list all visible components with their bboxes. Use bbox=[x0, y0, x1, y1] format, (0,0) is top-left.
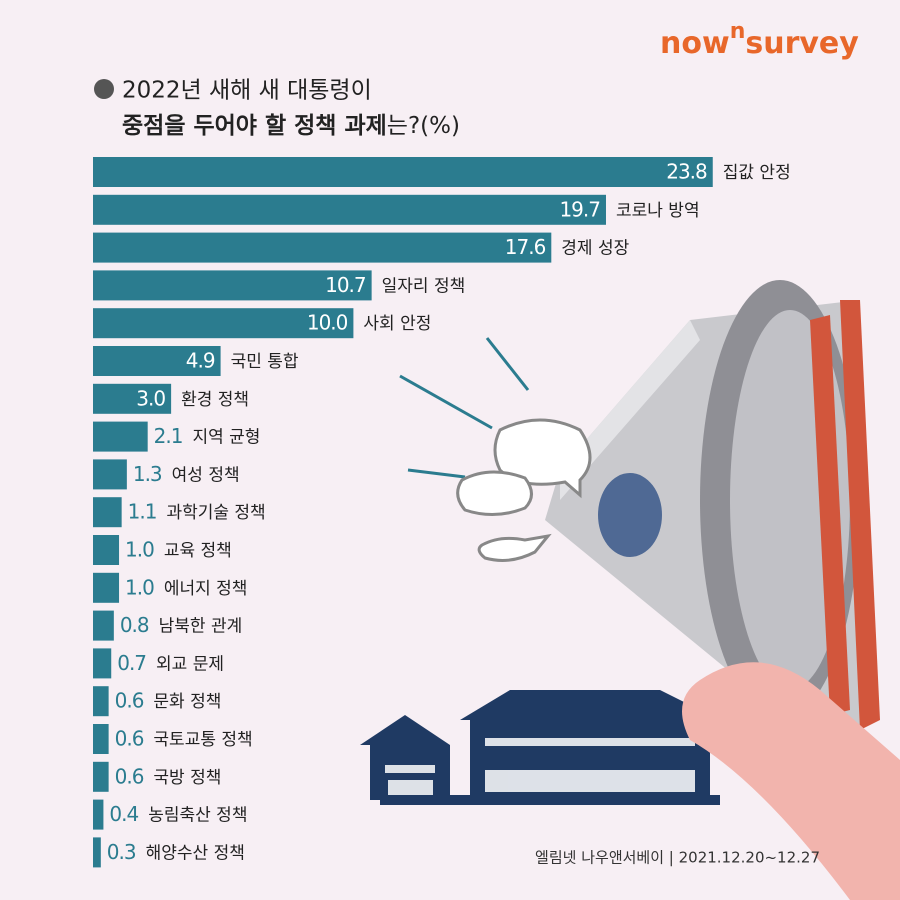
category-label: 환경 정책 bbox=[181, 390, 249, 410]
category-label: 일자리 정책 bbox=[382, 276, 466, 296]
logo-part: now bbox=[660, 26, 730, 61]
value-label: 19.7 bbox=[559, 197, 600, 221]
title-bold: 중점을 두어야 할 정책 과제 bbox=[122, 113, 387, 139]
bar bbox=[93, 799, 104, 830]
value-label: 1.3 bbox=[133, 462, 162, 486]
value-label: 1.0 bbox=[125, 575, 154, 599]
value-label: 1.1 bbox=[128, 500, 157, 524]
bar bbox=[93, 610, 114, 641]
value-label: 3.0 bbox=[136, 386, 165, 410]
value-label: 10.7 bbox=[325, 273, 366, 297]
bar bbox=[93, 837, 101, 868]
value-label: 4.9 bbox=[186, 349, 215, 373]
category-label: 국민 통합 bbox=[231, 352, 299, 372]
logo-part: n bbox=[730, 19, 746, 44]
category-label: 농림축산 정책 bbox=[148, 806, 247, 826]
title-rest: 는?(%) bbox=[387, 113, 460, 139]
value-label: 2.1 bbox=[154, 424, 183, 448]
bar bbox=[93, 421, 148, 452]
bar bbox=[93, 346, 221, 376]
value-label: 0.6 bbox=[115, 764, 144, 788]
value-label: 1.0 bbox=[125, 538, 154, 562]
source: 엘림넷 나우앤서베이 | 2021.12.20~12.27 bbox=[535, 849, 820, 867]
category-label: 사회 안정 bbox=[363, 314, 431, 334]
category-label: 남북한 관계 bbox=[159, 617, 243, 637]
bar bbox=[93, 648, 112, 679]
logo-part: survey bbox=[745, 26, 859, 61]
category-label: 집값 안정 bbox=[723, 163, 791, 183]
bar bbox=[93, 497, 122, 528]
bar bbox=[93, 194, 606, 225]
category-label: 문화 정책 bbox=[153, 692, 221, 712]
value-label: 0.3 bbox=[107, 840, 136, 864]
chart-title: 2022년 새해 새 대통령이 bbox=[122, 78, 372, 104]
bar bbox=[93, 383, 172, 414]
category-label: 해양수산 정책 bbox=[146, 843, 245, 863]
value-label: 0.8 bbox=[120, 613, 149, 637]
bar bbox=[93, 761, 109, 792]
bar bbox=[93, 459, 127, 490]
value-label: 0.7 bbox=[117, 651, 146, 675]
bar bbox=[93, 157, 713, 187]
bar bbox=[93, 686, 109, 717]
category-label: 국방 정책 bbox=[153, 768, 221, 788]
value-label: 0.6 bbox=[115, 727, 144, 751]
bar bbox=[93, 572, 120, 603]
title-bullet bbox=[94, 79, 114, 99]
chart-title: 중점을 두어야 할 정책 과제는?(%) bbox=[122, 113, 460, 139]
category-label: 과학기술 정책 bbox=[166, 503, 265, 523]
value-label: 17.6 bbox=[505, 235, 546, 259]
bar bbox=[93, 308, 354, 339]
bar bbox=[93, 724, 109, 754]
category-label: 외교 문제 bbox=[156, 654, 224, 674]
category-label: 교육 정책 bbox=[164, 541, 232, 561]
category-label: 에너지 정책 bbox=[164, 579, 248, 599]
category-label: 지역 균형 bbox=[192, 428, 260, 448]
value-label: 0.4 bbox=[109, 802, 138, 826]
illustration bbox=[360, 280, 900, 900]
category-label: 경제 성장 bbox=[561, 239, 629, 259]
bar bbox=[93, 535, 120, 565]
bar bbox=[93, 232, 552, 263]
category-label: 코로나 방역 bbox=[616, 201, 700, 221]
bar bbox=[93, 270, 372, 301]
value-label: 23.8 bbox=[666, 160, 707, 184]
category-label: 국토교통 정책 bbox=[153, 730, 252, 750]
value-label: 10.0 bbox=[307, 311, 348, 335]
value-label: 0.6 bbox=[115, 689, 144, 713]
category-label: 여성 정책 bbox=[172, 465, 240, 485]
logo: nownsurvey bbox=[660, 19, 859, 61]
